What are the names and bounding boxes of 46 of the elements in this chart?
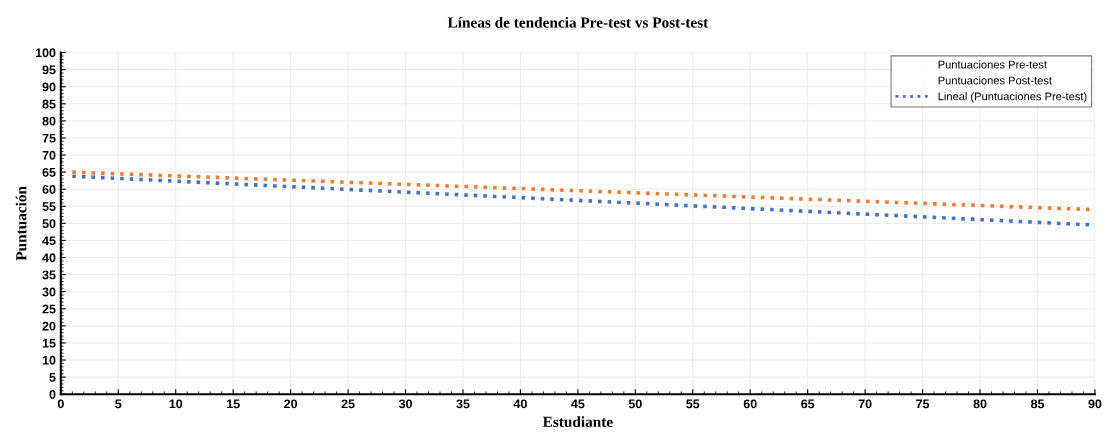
legend-label: Lineal (Puntuaciones Pre-test) bbox=[938, 92, 1087, 103]
y-tick-label: 0 bbox=[49, 390, 56, 399]
x-tick-label: 70 bbox=[858, 399, 872, 409]
x-tick-label: 35 bbox=[456, 399, 470, 409]
x-tick-label: 75 bbox=[916, 399, 930, 409]
x-tick-label: 45 bbox=[571, 399, 585, 409]
x-axis-title: Estudiante bbox=[542, 416, 613, 428]
x-tick-label: 60 bbox=[743, 399, 757, 409]
y-tick-label: 45 bbox=[42, 236, 56, 246]
y-tick-label: 25 bbox=[42, 304, 56, 314]
y-tick-label: 5 bbox=[49, 373, 56, 382]
y-tick-label: 20 bbox=[42, 321, 56, 331]
y-tick-label: 15 bbox=[42, 338, 56, 348]
x-tick-label: 65 bbox=[801, 399, 815, 409]
y-tick-label: 60 bbox=[42, 185, 56, 194]
text: Puntuaciones Post-test bbox=[938, 76, 1052, 85]
y-tick-label: 90 bbox=[42, 82, 56, 92]
x-tick-label: 55 bbox=[686, 399, 700, 409]
x-tick-label: 40 bbox=[513, 399, 527, 409]
x-tick-label: 5 bbox=[115, 399, 122, 409]
x-tick-label: 85 bbox=[1030, 399, 1045, 409]
y-tick-label: 40 bbox=[42, 253, 56, 263]
x-tick-label: 20 bbox=[284, 399, 298, 409]
y-tick-label: 30 bbox=[42, 287, 56, 297]
y-tick-label: 95 bbox=[42, 65, 56, 75]
y-tick-label: 35 bbox=[42, 270, 56, 280]
text: Puntuaciones Pre-test bbox=[938, 60, 1047, 69]
y-tick-label: 50 bbox=[42, 219, 56, 229]
y-tick-label: 55 bbox=[42, 202, 56, 211]
x-tick-label: 15 bbox=[227, 399, 240, 409]
x-tick-label: 80 bbox=[973, 399, 987, 409]
x-tick-label: 0 bbox=[57, 399, 64, 409]
y-tick-label: 100 bbox=[35, 48, 56, 58]
chart-title: Líneas de tendencia Pre-test vs Post-test bbox=[447, 16, 709, 28]
y-axis-title: Puntuación bbox=[15, 186, 27, 261]
y-tick-label: 85 bbox=[42, 99, 56, 109]
y-tick-label: 65 bbox=[42, 167, 56, 177]
y-tick-label: 10 bbox=[42, 355, 56, 365]
x-tick-label: 90 bbox=[1088, 399, 1102, 409]
x-tick-label: 25 bbox=[341, 399, 355, 409]
x-tick-label: 10 bbox=[169, 399, 183, 409]
y-tick-label: 70 bbox=[42, 150, 56, 160]
y-tick-label: 75 bbox=[42, 133, 56, 143]
x-tick-label: 30 bbox=[398, 399, 412, 409]
y-tick-label: 80 bbox=[42, 116, 56, 126]
x-tick-label: 50 bbox=[628, 399, 642, 409]
